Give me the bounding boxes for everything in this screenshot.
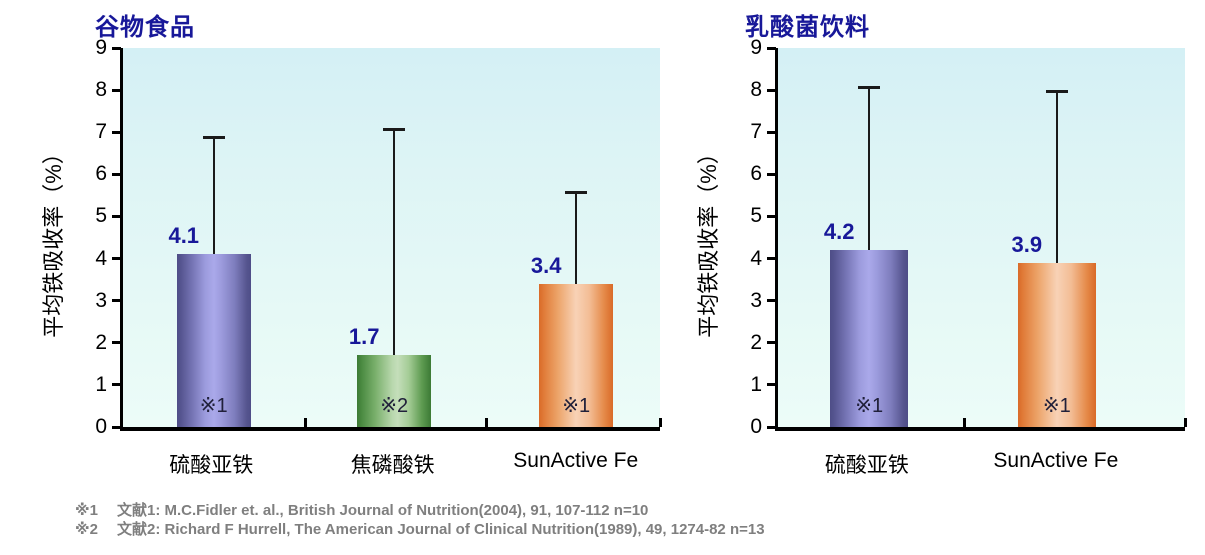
y-tick-label: 8 [750,78,762,102]
x-axis-labels: 硫酸亚铁 SunActive Fe [775,449,1185,479]
y-tick-mark [767,88,776,92]
y-tick-mark [112,214,121,218]
y-tick-mark [767,46,776,50]
bar-value-label: 4.1 [168,223,200,249]
error-bar-line [212,136,215,255]
y-tick-mark [112,46,121,50]
error-bar-cap [383,128,406,132]
x-category-label: 焦磷酸铁 [350,454,435,477]
y-tick-label: 2 [750,330,762,354]
y-tick-label: 0 [750,415,762,438]
x-axis-tick [303,418,307,427]
y-tick-label: 3 [95,288,107,312]
y-tick-label: 9 [750,36,762,59]
error-bar-cap [202,136,225,140]
x-category-label: SunActive Fe [513,449,639,472]
y-tick-mark [112,383,121,387]
y-tick-mark [767,341,776,345]
chart-title: 谷物食品 [95,14,195,41]
plot-area: 0 1 2 3 4 5 6 7 8 9 ※1 4.2 ※1 3.9 [750,36,1187,438]
y-tick-label: 1 [95,372,107,396]
y-tick-mark [112,341,121,345]
y-tick-label: 0 [95,415,107,438]
y-tick-label: 1 [750,372,762,396]
y-tick-mark [767,214,776,218]
y-tick-mark [112,299,121,303]
footnote-text: 文献2: Richard F Hurrell, The American Jou… [117,521,765,538]
x-axis-tick [963,418,967,427]
footnotes: ※1 文献1: M.C.Fidler et. al., British Journ… [75,501,765,539]
error-bar-line [1055,90,1058,263]
x-category-label: 硫酸亚铁 [169,454,254,477]
bar-ref-label: ※1 [855,395,884,417]
y-tick-mark [767,425,776,429]
x-axis-tick [1183,418,1187,427]
x-axis-tick [658,418,662,427]
error-bar-cap [565,191,588,195]
bar-value-label: 1.7 [348,324,380,350]
bar: ※1 [1017,262,1096,427]
bar: ※2 [357,355,432,427]
y-tick-label: 3 [750,288,762,312]
y-tick-label: 7 [750,120,762,144]
bar-value-label: 3.9 [1011,231,1043,257]
y-tick-mark [767,257,776,261]
y-tick-label: 6 [95,162,107,186]
footnote: ※1 文献1: M.C.Fidler et. al., British Journ… [75,501,765,520]
y-tick-mark [767,383,776,387]
error-bar-cap [1045,90,1068,94]
footnote-mark: ※2 [75,521,98,538]
error-bar-line [575,191,578,284]
y-tick-mark [112,257,121,261]
error-bar-line [868,85,871,251]
y-tick-label: 5 [95,204,107,228]
y-tick-mark [767,172,776,176]
footnote-text: 文献1: M.C.Fidler et. al., British Journal… [117,502,649,519]
x-category-label: SunActive Fe [993,449,1119,472]
y-tick-label: 9 [95,36,107,59]
footnote: ※2 文献2: Richard F Hurrell, The American J… [75,520,765,539]
bar-ref-label: ※2 [380,395,409,417]
y-tick-label: 8 [95,78,107,102]
y-tick-label: 2 [95,330,107,354]
bar-ref-label: ※1 [1042,395,1071,417]
y-tick-mark [767,299,776,303]
y-axis-label: 平均铁吸收率（%） [41,141,66,338]
y-tick-label: 7 [95,120,107,144]
y-tick-mark [767,130,776,134]
y-tick-mark [112,425,121,429]
y-tick-mark [112,130,121,134]
x-axis-labels: 硫酸亚铁 焦磷酸铁 SunActive Fe [120,449,660,479]
y-tick-label: 4 [95,246,107,270]
bar-ref-label: ※1 [199,395,228,417]
bar: ※1 [830,250,909,427]
y-tick-label: 5 [750,204,762,228]
y-tick-label: 4 [750,246,762,270]
footnote-mark: ※1 [75,502,98,519]
y-tick-mark [112,88,121,92]
bar-ref-label: ※1 [562,395,591,417]
x-axis-tick [484,418,488,427]
error-bar-line [393,128,396,356]
y-tick-mark [112,172,121,176]
bar: ※1 [539,283,614,427]
x-category-label: 硫酸亚铁 [824,454,909,477]
y-axis-label: 平均铁吸收率（%） [696,141,721,338]
error-bar-cap [858,85,881,89]
y-tick-label: 6 [750,162,762,186]
bar-value-label: 4.2 [823,219,855,245]
bar: ※1 [176,254,251,427]
bar-value-label: 3.4 [530,252,562,278]
chart-title: 乳酸菌饮料 [745,14,870,41]
plot-area: 0 1 2 3 4 5 6 7 8 9 ※1 4.1 ※2 1.7 ※1 3.4 [95,36,662,438]
